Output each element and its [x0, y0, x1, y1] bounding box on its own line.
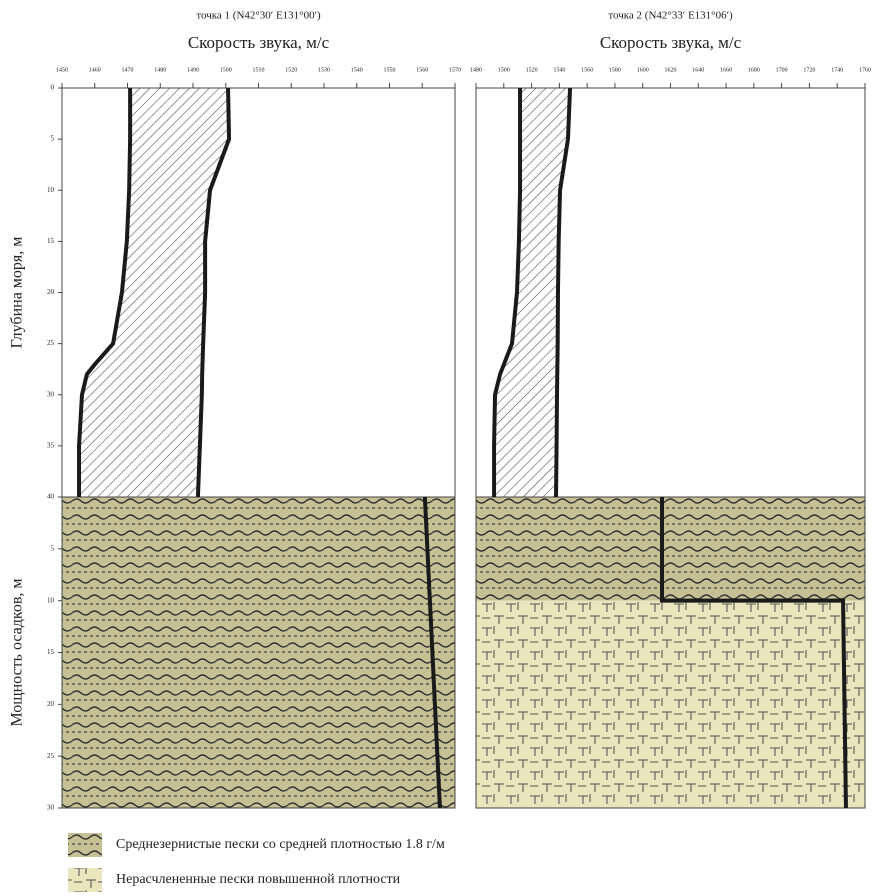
velocity-max-line: [195, 87, 232, 498]
x-tick-label: 1540: [351, 67, 363, 73]
x-tick-label: 1510: [253, 67, 265, 73]
y-axis-label: Глубина моря, м: [9, 237, 26, 349]
velocity-range-area: [494, 88, 571, 497]
y-tick-label: 15: [47, 237, 55, 245]
x-tick-label: 1460: [89, 67, 101, 73]
y-tick-label: 25: [47, 752, 55, 760]
y-tick-label: 0: [51, 84, 55, 92]
x-tick-label: 1680: [748, 67, 760, 73]
sediment-layer: [62, 497, 455, 808]
x-tick-label: 1620: [665, 67, 677, 73]
y-tick-label: 10: [47, 596, 55, 604]
x-tick-label: 1600: [637, 67, 649, 73]
y-tick-label: 5: [51, 135, 55, 143]
velocity-range-area: [79, 88, 230, 497]
x-tick-label: 1550: [384, 67, 396, 73]
y-tick-label: 30: [47, 390, 55, 398]
sediment-layer: [476, 497, 865, 601]
x-tick-label: 1700: [776, 67, 788, 73]
y-tick-label: 25: [47, 339, 55, 347]
x-axis-label: Скорость звука, м/с: [188, 33, 330, 52]
sediment-velocity-line: [660, 497, 848, 809]
x-tick-label: 1660: [720, 67, 732, 73]
x-tick-label: 1480: [470, 67, 482, 73]
y-tick-label: 35: [47, 441, 55, 449]
legend-label: Среднезернистые пески со средней плотнос…: [116, 837, 445, 852]
y-tick-label: 20: [47, 700, 55, 708]
x-tick-label: 1500: [498, 67, 510, 73]
y-tick-label: 20: [47, 288, 55, 296]
legend-swatch: [68, 833, 102, 857]
sediment-velocity-line: [422, 496, 442, 809]
x-tick-label: 1560: [416, 67, 428, 73]
legend-label: Нерасчлененные пески повышенной плотност…: [116, 872, 401, 887]
sediment-layer: [476, 600, 865, 808]
x-tick-label: 1640: [692, 67, 704, 73]
x-tick-label: 1490: [187, 67, 199, 73]
x-tick-label: 1580: [609, 67, 621, 73]
x-axis-label: Скорость звука, м/с: [600, 33, 742, 52]
x-tick-label: 1540: [553, 67, 565, 73]
y-tick-label: 40: [47, 493, 55, 501]
legend-swatch: [68, 868, 102, 892]
panel-title: точка 2 (N42°33′ E131°06′): [608, 10, 733, 22]
x-tick-label: 1480: [154, 67, 166, 73]
velocity-max-line: [554, 87, 573, 498]
x-tick-label: 1530: [318, 67, 330, 73]
velocity-min-line: [77, 88, 133, 497]
x-tick-label: 1470: [122, 67, 134, 73]
y-tick-label: 15: [47, 648, 55, 656]
x-tick-label: 1520: [526, 67, 538, 73]
x-tick-label: 1740: [831, 67, 843, 73]
y-tick-label: 10: [47, 186, 55, 194]
x-tick-label: 1760: [859, 67, 871, 73]
panel-title: точка 1 (N42°30′ E131°00′): [196, 10, 321, 22]
x-tick-label: 1520: [285, 67, 297, 73]
y-axis-label: Мощность осадков, м: [9, 578, 26, 726]
x-tick-label: 1720: [803, 67, 815, 73]
x-tick-label: 1500: [220, 67, 232, 73]
velocity-min-line: [492, 88, 523, 497]
sediment-frame: [475, 496, 866, 809]
x-tick-label: 1450: [56, 67, 68, 73]
x-tick-label: 1560: [581, 67, 593, 73]
x-tick-label: 1570: [449, 67, 461, 73]
y-tick-label: 30: [47, 804, 55, 812]
y-tick-label: 5: [51, 544, 55, 552]
